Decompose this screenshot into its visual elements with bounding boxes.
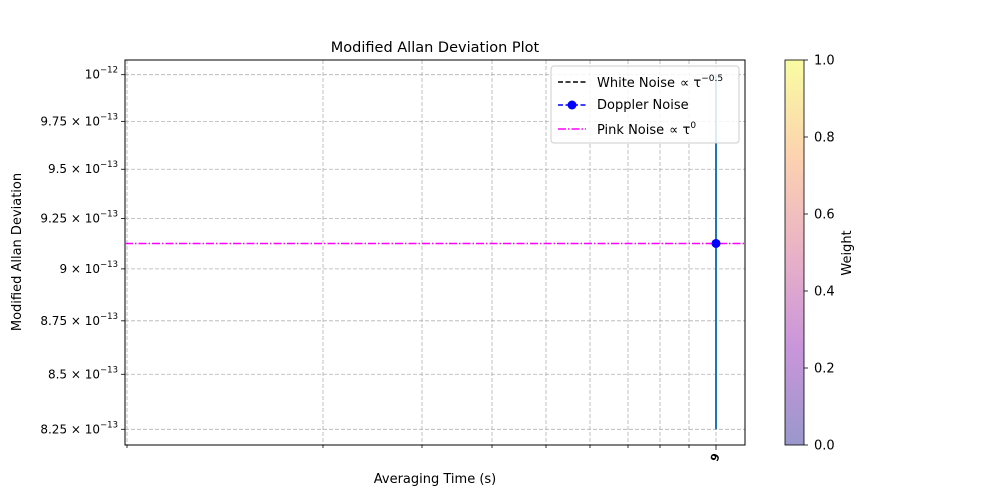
y-tick-label: 9.75 × 10−13 [40,112,118,128]
y-tick-label: 8.5 × 10−13 [48,365,118,381]
colorbar-tick-label: 1.0 [814,54,835,69]
colorbar-tick-label: 0.6 [814,208,835,223]
colorbar-gradient [785,60,804,445]
doppler-noise-point [711,238,721,248]
legend-doppler-noise-label: Doppler Noise [597,98,689,113]
colorbar-frame [784,59,805,446]
colorbar-tick-label: 0.2 [814,362,835,377]
colorbar-tick-label: 0.4 [814,285,835,300]
chart-title: Modified Allan Deviation Plot [331,40,540,56]
y-axis: 8.25 × 10−13 8.5 × 10−13 8.75 × 10−13 9 × 1… [40,66,125,436]
plot-area-frame [124,59,746,446]
y-tick-label: 9.5 × 10−13 [48,160,118,176]
y-axis-label: Modified Allan Deviation [10,173,25,331]
colorbar-ticks: 0.0 0.2 0.4 0.6 0.8 1.0 [804,54,835,454]
y-tick-label: 10−12 [85,66,118,82]
colorbar-label: Weight [840,230,855,275]
legend: White Noise ∝ τ−0.5 Doppler Noise Pink No… [550,65,740,144]
colorbar: 0.0 0.2 0.4 0.6 0.8 1.0 Weight [784,54,855,454]
y-tick-label: 8.25 × 10−13 [40,420,118,436]
y-tick-label: 8.75 × 10−13 [40,312,118,328]
colorbar-tick-label: 0.0 [814,439,835,454]
legend-doppler-noise-marker [567,100,577,110]
legend-pink-noise-label: Pink Noise ∝ τ0 [597,121,696,138]
grid [125,60,745,445]
y-tick-label: 9.25 × 10−13 [40,209,118,225]
x-axis-label: Averaging Time (s) [374,472,496,487]
legend-white-noise-label: White Noise ∝ τ−0.5 [597,74,723,91]
legend-box [550,65,740,144]
x-tick-label: 9 [708,452,723,464]
colorbar-tick-label: 0.8 [814,131,835,146]
y-tick-label: 9 × 10−13 [59,260,118,276]
x-axis: 9 [126,445,723,464]
